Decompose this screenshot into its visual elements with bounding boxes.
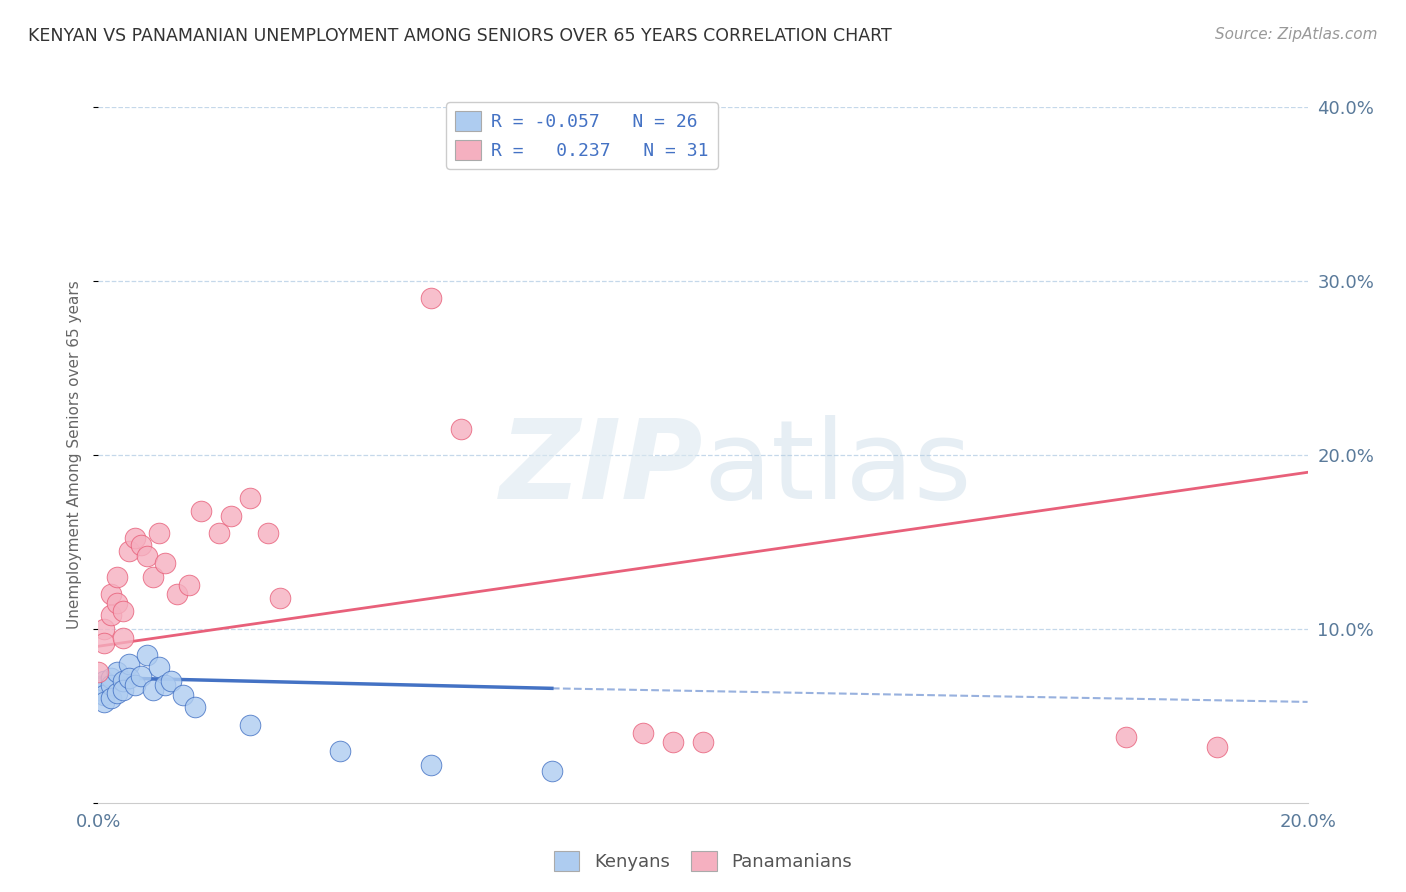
Point — [208, 526, 231, 541]
Point — [87, 682, 110, 697]
Point — [221, 508, 243, 523]
Text: ZIP: ZIP — [499, 416, 703, 523]
Point — [100, 607, 122, 622]
Point — [111, 674, 134, 689]
Point — [93, 674, 115, 689]
Point — [166, 587, 188, 601]
Point — [329, 744, 352, 758]
Point — [142, 570, 165, 584]
Point — [172, 688, 194, 702]
Point — [692, 735, 714, 749]
Point — [118, 657, 141, 671]
Point — [105, 570, 128, 584]
Point — [153, 556, 176, 570]
Legend: R = -0.057   N = 26, R =   0.237   N = 31: R = -0.057 N = 26, R = 0.237 N = 31 — [446, 103, 718, 169]
Point — [190, 503, 212, 517]
Legend: Kenyans, Panamanians: Kenyans, Panamanians — [547, 844, 859, 879]
Point — [420, 757, 443, 772]
Point — [100, 587, 122, 601]
Point — [662, 735, 685, 749]
Point — [111, 631, 134, 645]
Point — [93, 636, 115, 650]
Point — [93, 695, 115, 709]
Point — [111, 605, 134, 619]
Point — [87, 665, 110, 680]
Y-axis label: Unemployment Among Seniors over 65 years: Unemployment Among Seniors over 65 years — [67, 281, 83, 629]
Point — [256, 526, 278, 541]
Point — [142, 682, 165, 697]
Point — [540, 764, 562, 779]
Point — [450, 422, 472, 436]
Point — [124, 677, 146, 691]
Point — [631, 726, 654, 740]
Point — [239, 717, 262, 731]
Text: KENYAN VS PANAMANIAN UNEMPLOYMENT AMONG SENIORS OVER 65 YEARS CORRELATION CHART: KENYAN VS PANAMANIAN UNEMPLOYMENT AMONG … — [28, 27, 891, 45]
Point — [105, 686, 128, 700]
Point — [100, 671, 122, 685]
Point — [135, 648, 157, 662]
Point — [420, 291, 443, 305]
Text: Source: ZipAtlas.com: Source: ZipAtlas.com — [1215, 27, 1378, 42]
Point — [148, 660, 170, 674]
Point — [111, 682, 134, 697]
Point — [1115, 730, 1137, 744]
Point — [153, 677, 176, 691]
Point — [93, 688, 115, 702]
Point — [129, 669, 152, 683]
Point — [269, 591, 291, 605]
Point — [179, 578, 201, 592]
Point — [100, 691, 122, 706]
Point — [184, 700, 207, 714]
Point — [1206, 740, 1229, 755]
Point — [118, 671, 141, 685]
Point — [93, 622, 115, 636]
Point — [105, 596, 128, 610]
Point — [160, 674, 183, 689]
Point — [100, 677, 122, 691]
Point — [135, 549, 157, 563]
Point — [105, 665, 128, 680]
Point — [118, 543, 141, 558]
Point — [124, 532, 146, 546]
Point — [129, 538, 152, 552]
Point — [239, 491, 262, 506]
Text: atlas: atlas — [703, 416, 972, 523]
Point — [148, 526, 170, 541]
